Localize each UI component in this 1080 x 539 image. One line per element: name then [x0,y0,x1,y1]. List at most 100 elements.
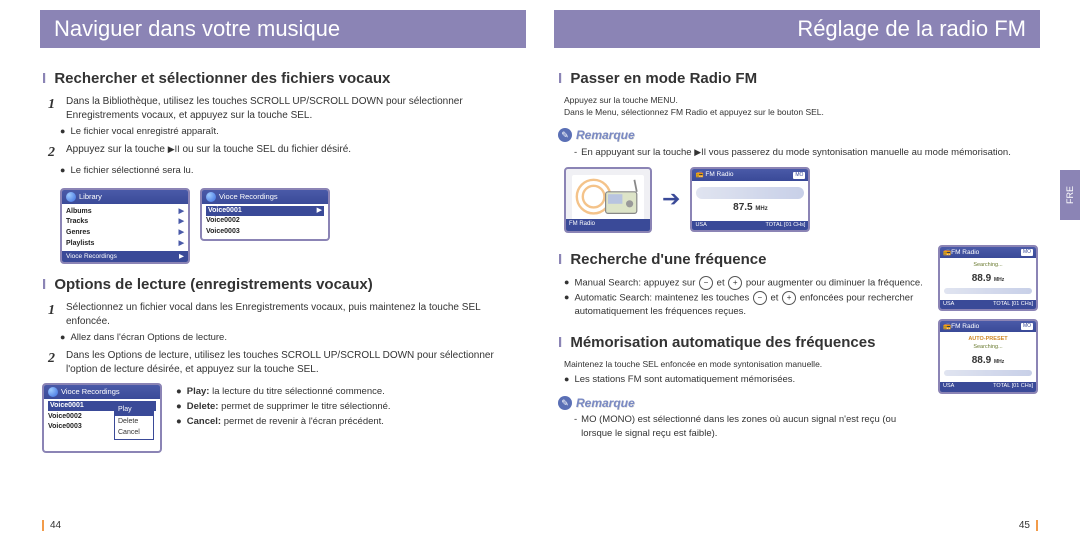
step-num: 1 [48,95,60,123]
section-bar: I [42,276,46,293]
chevron-right-icon: ▶ [179,228,184,238]
fm-screens-column: 📻FM RadioMO Searching... 88.9 MHz USATOT… [938,245,1038,441]
bullet-dot: ● [60,125,65,139]
fm-dial [696,187,804,199]
radio-icon [572,175,644,223]
freq-search-block: I Recherche d'une fréquence ● Manual Sea… [558,239,1038,441]
bullet-dot: ● [564,373,569,387]
mini-body: Albums▶ Tracks▶ Genres▶ Playlists▶ [62,204,188,251]
header-title: Naviguer dans votre musique [54,16,340,42]
menu-play: Play [115,404,153,416]
page-45: Réglage de la radio FM FRE I Passer en m… [540,0,1080,539]
section-title-freq-search: I Recherche d'une fréquence [558,249,928,270]
section-bar: I [42,70,46,87]
mini-footer: Vioce Recordings▶ [62,251,188,262]
bullet: ● Allez dans l'écran Options de lecture. [60,331,522,345]
arrow-right-icon: ➔ [662,184,680,215]
radio-illus [572,175,644,225]
popup-menu: Play Delete Cancel [114,403,154,440]
step-1: 1 Dans la Bibliothèque, utilisez les tou… [48,95,522,123]
language-tab: FRE [1060,170,1080,220]
page-44: Naviguer dans votre musique I Rechercher… [0,0,540,539]
screenshots-row-library: Library Albums▶ Tracks▶ Genres▶ Playlist… [60,188,522,265]
chevron-right-icon: ▶ [179,239,184,249]
antenna-icon: 📻 [943,249,951,256]
mini-title: Library [62,190,188,205]
note-label: Remarque [576,395,635,412]
line: Maintenez la touche SEL enfoncée en mode… [564,359,928,371]
bullet-text: Le fichier sélectionné sera lu. [70,164,522,178]
step-2: 2 Appuyez sur la touche ▶II ou sur la to… [48,143,522,163]
bullet-text: Le fichier vocal enregistré apparaît. [70,125,522,139]
antenna-icon: 📻 [695,171,703,178]
page-number: 44 [42,520,61,531]
page-header-right: Réglage de la radio FM [554,10,1040,48]
badge-icon: MO [793,172,805,179]
bullet-dot: ● [60,331,65,345]
step-1: 1 Sélectionnez un fichier vocal dans les… [48,301,522,329]
content-left: I Rechercher et sélectionner des fichier… [0,48,540,453]
plus-button-icon: + [728,276,742,290]
chevron-right-icon: ▶ [179,217,184,227]
badge-icon: MO [1021,249,1033,256]
plus-button-icon: + [782,291,796,305]
note-header: ✎ Remarque [558,127,1038,144]
section-bar: I [558,70,562,87]
mini-screen-playopts: Vioce Recordings Voice0001 Voice0002 Voi… [42,383,162,453]
badge-icon: MO [1021,323,1033,330]
bullet-dot: ● [176,385,182,398]
pencil-icon: ✎ [558,396,572,410]
pencil-icon: ✎ [558,128,572,142]
section-title-text: Passer en mode Radio FM [570,70,757,87]
note-line: - MO (MONO) est sélectionné dans les zon… [574,413,928,440]
step-num: 2 [48,349,60,377]
section-title-play-options: I Options de lecture (enregistrements vo… [42,274,522,295]
bullet-dot: ● [176,400,182,413]
menu-delete: Delete [115,416,153,428]
section-title-fm-mode: I Passer en mode Radio FM [558,68,1038,89]
fm-illustration-row: FM Radio ➔ 📻 FM RadioMO 87.5 MHz USATOTA… [564,167,1038,233]
step-text: Sélectionnez un fichier vocal dans les E… [66,301,522,329]
bullet: ● Le fichier sélectionné sera lu. [60,164,522,178]
play-pause-icon: ▶II [168,143,180,156]
fm-screen-searching: 📻FM RadioMO Searching... 88.9 MHz USATOT… [938,245,1038,311]
chevron-right-icon: ▶ [317,206,322,216]
note-label: Remarque [576,127,635,144]
section-title-text: Rechercher et sélectionner des fichiers … [54,70,390,87]
menu-cancel: Cancel [115,427,153,439]
note-line: - En appuyant sur la touche ▶II vous pas… [574,146,1038,159]
step-text: Dans la Bibliothèque, utilisez les touch… [66,95,522,123]
section-bar: I [558,251,562,268]
page-header-left: Naviguer dans votre musique [40,10,526,48]
bullet-text: Allez dans l'écran Options de lecture. [70,331,522,345]
fm-dial [944,370,1032,376]
mini-screen-library: Library Albums▶ Tracks▶ Genres▶ Playlist… [60,188,190,265]
section-title-search-voice: I Rechercher et sélectionner des fichier… [42,68,522,89]
note-header: ✎ Remarque [558,395,928,412]
section-title-text: Recherche d'une fréquence [570,251,766,268]
page-number: 45 [1019,520,1038,531]
minus-button-icon: − [699,276,713,290]
fm-screen-tuned: 📻 FM RadioMO 87.5 MHz USATOTAL [01 CHs] [690,167,810,232]
thumb-footer: FM Radio [566,219,650,231]
step-2: 2 Dans les Options de lecture, utilisez … [48,349,522,377]
chevron-right-icon: ▶ [179,252,184,261]
fm-screen-autopreset: 📻FM RadioMO AUTO-PRESET Searching... 88.… [938,319,1038,393]
mini-title: Vioce Recordings [44,385,160,400]
bullet: ● Le fichier vocal enregistré apparaît. [60,125,522,139]
header-title: Réglage de la radio FM [797,16,1026,42]
bullet-dot: ● [564,276,569,290]
play-pause-icon: ▶II [694,146,706,159]
step-text: Appuyez sur la touche ▶II ou sur la touc… [66,143,522,163]
globe-icon [48,387,58,397]
bullet-dot: ● [564,291,569,318]
section-bar: I [558,334,562,351]
section-title-text: Options de lecture (enregistrements voca… [54,276,372,293]
step-num: 2 [48,143,60,163]
line: Appuyez sur la touche MENU. [564,95,1038,107]
menu-thumb: FM Radio [564,167,652,233]
step-text: Dans les Options de lecture, utilisez le… [66,349,522,377]
globe-icon [66,192,76,202]
playopts-desc: ●Play: la lecture du titre sélectionné c… [176,383,522,431]
section-title-text: Mémorisation automatique des fréquences [570,334,875,351]
